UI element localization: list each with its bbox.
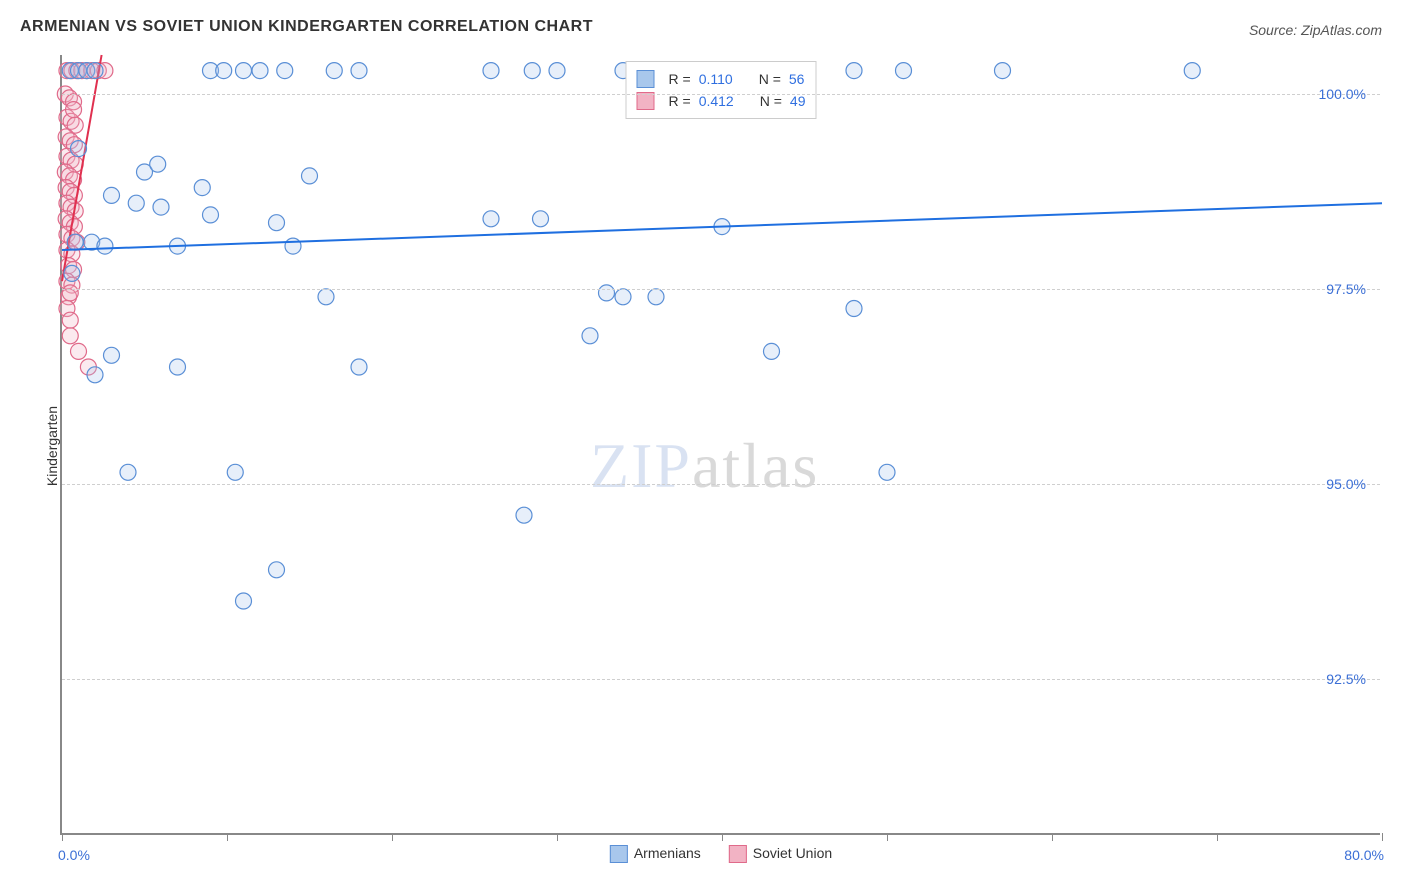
scatter-point-armenians	[64, 265, 80, 281]
chart-source: Source: ZipAtlas.com	[1249, 22, 1382, 38]
legend-swatch	[637, 70, 655, 88]
scatter-point-armenians	[170, 359, 186, 375]
correlation-row-armenians: R = 0.110 N = 56	[637, 68, 806, 90]
scatter-point-armenians	[351, 359, 367, 375]
n-value: 56	[789, 71, 805, 87]
scatter-svg	[62, 55, 1380, 833]
plot-area: ZIPatlas R =0.110N =56R =0.412N =49 100.…	[62, 55, 1380, 833]
scatter-point-armenians	[483, 63, 499, 79]
scatter-point-armenians	[269, 215, 285, 231]
scatter-point-soviet	[62, 312, 78, 328]
y-tick-label: 92.5%	[1326, 671, 1366, 687]
x-tick	[62, 833, 63, 841]
scatter-point-armenians	[995, 63, 1011, 79]
scatter-point-armenians	[846, 63, 862, 79]
scatter-point-armenians	[533, 211, 549, 227]
scatter-point-armenians	[97, 238, 113, 254]
x-tick	[1217, 833, 1218, 841]
scatter-point-armenians	[87, 367, 103, 383]
r-label: R =	[669, 71, 691, 87]
x-min-label: 0.0%	[58, 847, 90, 863]
scatter-point-armenians	[516, 507, 532, 523]
x-tick	[227, 833, 228, 841]
x-max-label: 80.0%	[1344, 847, 1384, 863]
scatter-point-armenians	[549, 63, 565, 79]
scatter-point-armenians	[483, 211, 499, 227]
scatter-point-armenians	[846, 301, 862, 317]
scatter-point-soviet	[71, 343, 87, 359]
scatter-point-soviet	[62, 285, 78, 301]
scatter-point-armenians	[302, 168, 318, 184]
y-tick-label: 97.5%	[1326, 281, 1366, 297]
scatter-point-armenians	[87, 63, 103, 79]
scatter-point-armenians	[879, 464, 895, 480]
scatter-point-armenians	[128, 195, 144, 211]
n-label: N =	[760, 93, 782, 109]
y-axis-label: Kindergarten	[44, 406, 60, 486]
legend-item-soviet: Soviet Union	[729, 845, 832, 863]
gridline	[62, 484, 1380, 485]
series-legend: Armenians Soviet Union	[610, 845, 832, 863]
gridline	[62, 94, 1380, 95]
x-tick	[557, 833, 558, 841]
scatter-point-armenians	[67, 234, 83, 250]
correlation-legend: R = 0.110 N = 56 R = 0.412 N = 49	[626, 61, 817, 119]
scatter-point-armenians	[269, 562, 285, 578]
legend-label: Armenians	[634, 845, 701, 861]
x-tick	[392, 833, 393, 841]
scatter-point-armenians	[277, 63, 293, 79]
x-tick	[1052, 833, 1053, 841]
y-tick-label: 100.0%	[1319, 86, 1366, 102]
n-label: N =	[759, 71, 781, 87]
scatter-point-armenians	[326, 63, 342, 79]
scatter-point-armenians	[252, 63, 268, 79]
r-value: 0.110	[699, 71, 733, 87]
scatter-point-armenians	[203, 207, 219, 223]
gridline	[62, 289, 1380, 290]
r-value: 0.412	[699, 93, 734, 109]
plot-frame: ZIPatlas R =0.110N =56R =0.412N =49 100.…	[60, 55, 1380, 835]
x-tick	[722, 833, 723, 841]
gridline	[62, 679, 1380, 680]
x-tick	[1382, 833, 1383, 841]
legend-swatch	[610, 845, 628, 863]
scatter-point-armenians	[1184, 63, 1200, 79]
legend-item-armenians: Armenians	[610, 845, 701, 863]
scatter-point-armenians	[582, 328, 598, 344]
scatter-point-armenians	[896, 63, 912, 79]
scatter-point-armenians	[236, 63, 252, 79]
scatter-point-armenians	[764, 343, 780, 359]
legend-swatch	[729, 845, 747, 863]
scatter-point-soviet	[66, 102, 82, 118]
scatter-point-armenians	[351, 63, 367, 79]
n-value: 49	[790, 93, 806, 109]
scatter-point-armenians	[216, 63, 232, 79]
chart-title: ARMENIAN VS SOVIET UNION KINDERGARTEN CO…	[20, 18, 593, 36]
scatter-point-armenians	[524, 63, 540, 79]
scatter-point-armenians	[615, 289, 631, 305]
scatter-point-armenians	[104, 347, 120, 363]
scatter-point-armenians	[236, 593, 252, 609]
scatter-point-armenians	[227, 464, 243, 480]
scatter-point-armenians	[104, 187, 120, 203]
legend-label: Soviet Union	[753, 845, 832, 861]
scatter-point-armenians	[153, 199, 169, 215]
r-label: R =	[669, 93, 691, 109]
scatter-point-armenians	[599, 285, 615, 301]
y-tick-label: 95.0%	[1326, 476, 1366, 492]
scatter-point-armenians	[120, 464, 136, 480]
scatter-point-armenians	[71, 141, 87, 157]
scatter-point-armenians	[285, 238, 301, 254]
scatter-point-armenians	[194, 180, 210, 196]
trend-line-armenians	[62, 203, 1382, 250]
scatter-point-armenians	[150, 156, 166, 172]
scatter-point-soviet	[62, 328, 78, 344]
x-tick	[887, 833, 888, 841]
scatter-point-armenians	[648, 289, 664, 305]
scatter-point-armenians	[318, 289, 334, 305]
